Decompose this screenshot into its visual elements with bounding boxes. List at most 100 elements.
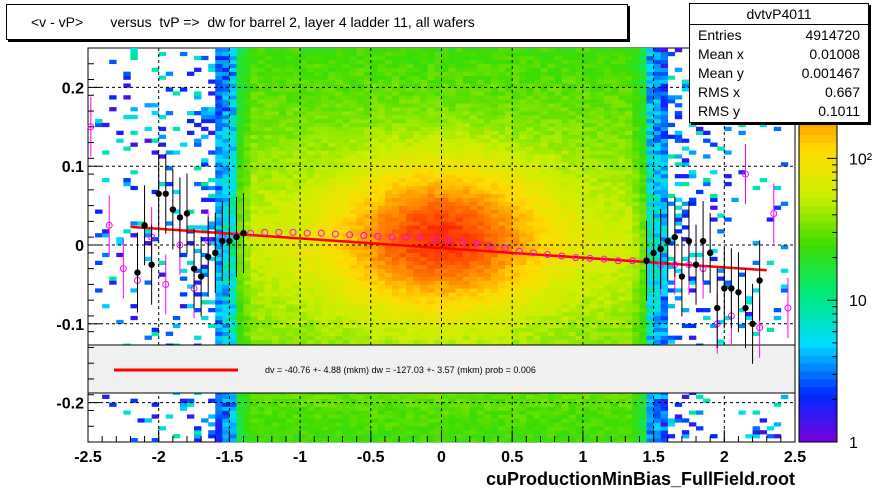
heat-cell [384, 252, 393, 258]
heat-cell [130, 170, 138, 175]
heat-cell [476, 174, 485, 179]
heat-cell [229, 178, 237, 183]
heat-cell [278, 398, 287, 403]
heat-cell [512, 225, 520, 230]
heat-cell [250, 414, 258, 419]
heat-cell [540, 394, 548, 399]
heat-cell [540, 245, 548, 250]
heat-cell [257, 414, 266, 419]
heat-cell [314, 114, 322, 120]
heat-cell [476, 170, 485, 175]
heat-cell [392, 95, 400, 100]
heat-cell [406, 406, 414, 411]
heat-cell [434, 241, 442, 246]
heat-cell [243, 83, 251, 88]
heat-cell [314, 67, 322, 72]
heat-cell [505, 418, 513, 423]
heat-cell [293, 75, 301, 80]
heat-cell [342, 213, 350, 218]
heat-cell [250, 323, 258, 329]
heat-cell [229, 319, 237, 325]
heat-cell [257, 118, 266, 124]
heat-cell [314, 103, 322, 108]
heat-cell [498, 79, 506, 84]
heat-cell [533, 217, 541, 222]
heat-cell [483, 264, 492, 269]
heat-cell [222, 268, 230, 273]
heat-cell [448, 300, 456, 305]
heat-cell [300, 138, 308, 143]
heat-cell [427, 394, 435, 399]
heat-cell [476, 91, 485, 96]
heat-cell [483, 134, 492, 139]
heat-cell [392, 201, 400, 206]
heat-cell [483, 138, 492, 143]
heat-cell [455, 426, 464, 431]
heat-cell [392, 87, 400, 92]
heat-cell [236, 99, 244, 104]
heat-cell [512, 402, 520, 407]
heat-cell [420, 308, 428, 313]
heat-cell [285, 327, 294, 332]
heat-cell [278, 221, 287, 226]
heat-cell [363, 142, 372, 147]
heat-cell [257, 276, 266, 281]
heat-cell [158, 114, 167, 120]
heat-cell [540, 111, 548, 116]
heat-cell [271, 126, 280, 132]
heat-cell [533, 311, 541, 317]
heat-cell [462, 162, 471, 167]
heat-cell [349, 284, 357, 289]
heat-cell [441, 95, 449, 100]
heat-cell [399, 335, 407, 340]
heat-cell [399, 185, 407, 191]
heat-cell [476, 311, 485, 317]
heat-cell [462, 181, 471, 187]
heat-cell [448, 162, 456, 167]
heat-cell [271, 118, 280, 124]
heat-cell [399, 225, 407, 230]
heat-cell [483, 99, 492, 104]
heat-cell [293, 158, 301, 163]
heat-cell [420, 122, 428, 128]
heat-cell [377, 434, 386, 439]
heat-cell [307, 284, 315, 289]
heat-cell [505, 209, 513, 214]
heat-cell [250, 304, 258, 309]
heat-cell [469, 276, 478, 281]
heat-cell [498, 197, 506, 202]
heat-cell [462, 193, 471, 199]
heat-cell [384, 48, 393, 53]
heat-cell [526, 323, 534, 329]
heat-cell [505, 438, 513, 443]
heat-cell [370, 170, 379, 175]
heat-cell [222, 178, 230, 183]
heat-cell [243, 67, 251, 72]
heat-cell [505, 185, 513, 191]
heat-cell [533, 434, 541, 439]
heat-cell [384, 55, 393, 61]
heat-cell [165, 166, 174, 171]
heat-cell [540, 158, 548, 163]
heat-cell [434, 225, 442, 230]
heat-cell [342, 323, 350, 329]
heat-cell [377, 126, 386, 132]
heat-cell [406, 248, 414, 254]
heat-cell [490, 158, 499, 163]
heat-cell [441, 422, 449, 427]
heat-cell [229, 197, 237, 202]
heat-cell [505, 280, 513, 285]
heat-cell [321, 142, 329, 147]
heat-cell [243, 406, 251, 411]
heat-cell [519, 146, 527, 151]
heat-cell [384, 319, 393, 325]
heat-cell [434, 233, 442, 238]
heat-cell [342, 205, 350, 210]
heat-cell [476, 134, 485, 139]
heat-cell [406, 166, 414, 171]
heat-cell [441, 107, 449, 112]
heat-cell [236, 438, 244, 443]
heat-cell [328, 276, 336, 281]
heat-cell [250, 339, 258, 344]
heat-cell [215, 185, 223, 191]
